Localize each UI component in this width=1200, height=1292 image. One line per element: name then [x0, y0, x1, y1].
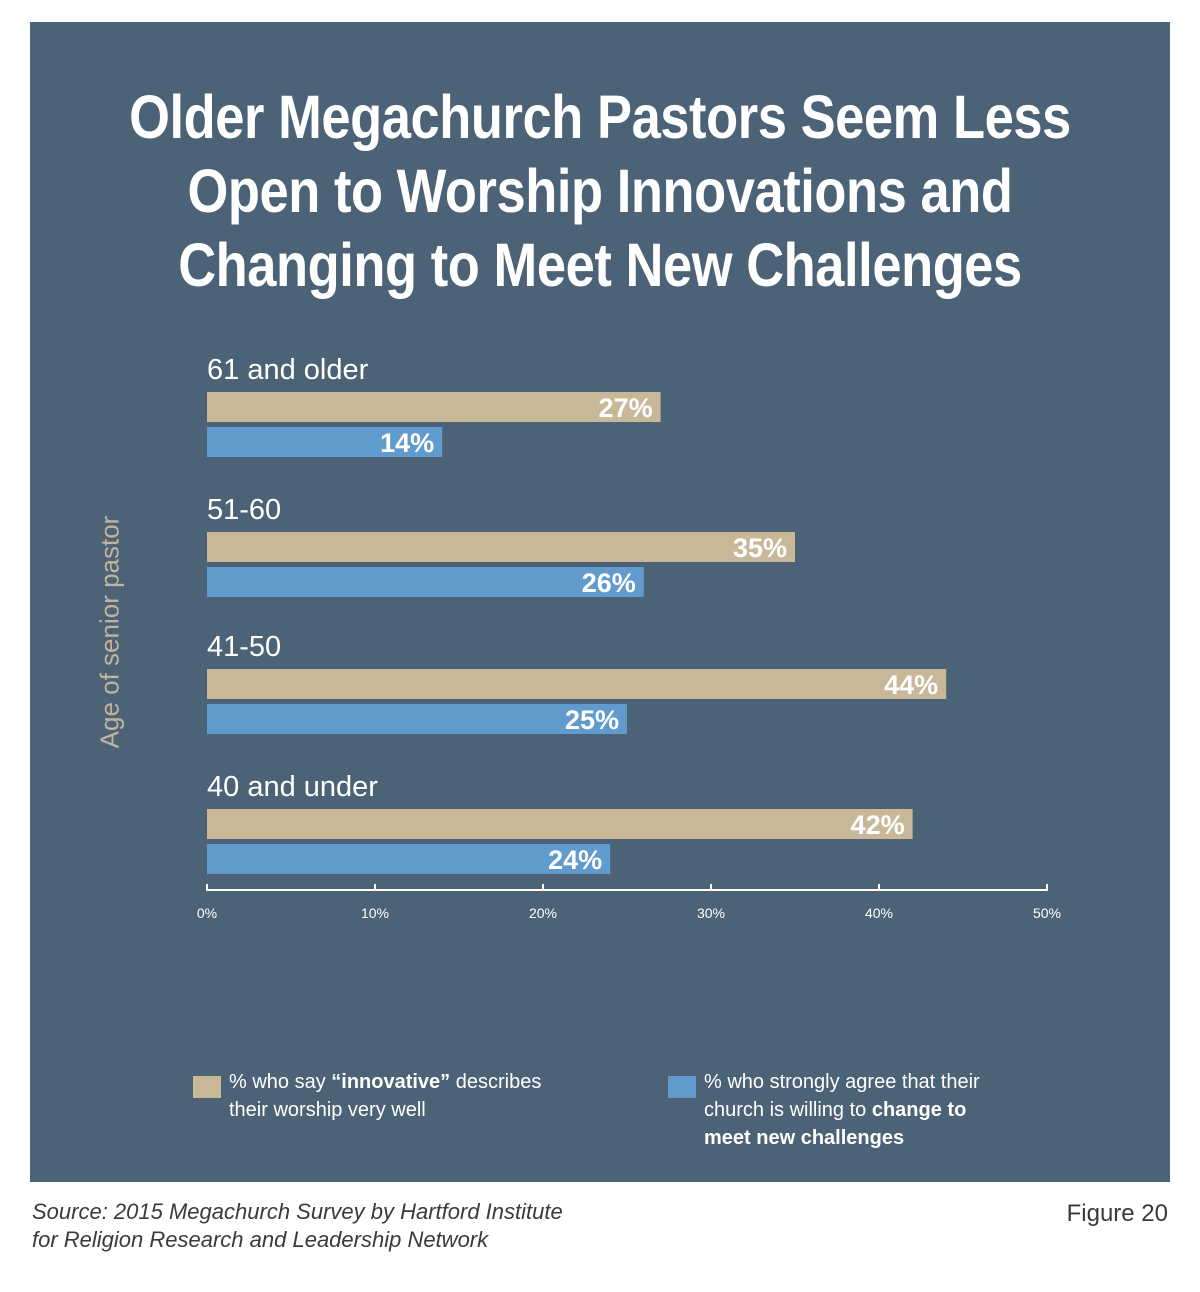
source-line-2: for Religion Research and Leadership Net…	[32, 1227, 489, 1252]
bar-value-label: 24%	[548, 845, 602, 875]
legend-change-text-1: % who strongly agree that their	[704, 1071, 980, 1093]
legend-innovative-bold: “innovative”	[331, 1071, 451, 1093]
bar	[207, 427, 443, 457]
legend-label-change: % who strongly agree that their church i…	[704, 1068, 980, 1152]
bar-value-label: 25%	[565, 705, 619, 735]
x-tick-label: 0%	[197, 905, 217, 921]
bar	[207, 669, 947, 699]
bar-value-label: 35%	[733, 533, 787, 563]
category-label: 61 and older	[207, 354, 369, 386]
source-line-1: Source: 2015 Megachurch Survey by Hartfo…	[32, 1199, 563, 1224]
bar	[207, 567, 644, 597]
legend-innovative-text-2: describes	[450, 1071, 542, 1093]
legend-label-innovative: % who say “innovative” describes their w…	[229, 1068, 541, 1124]
bar-value-label: 27%	[599, 393, 653, 423]
title-line-2: Open to Worship Innovations and	[187, 157, 1013, 225]
title-line-3: Changing to Meet New Challenges	[178, 231, 1022, 299]
bar	[207, 392, 661, 422]
chart-title: Older Megachurch Pastors Seem Less Open …	[110, 80, 1090, 302]
bar-value-label: 26%	[582, 568, 636, 598]
x-tick-label: 50%	[1033, 905, 1061, 921]
category-label: 40 and under	[207, 771, 378, 803]
x-tick-label: 40%	[865, 905, 893, 921]
x-tick-label: 10%	[361, 905, 389, 921]
bar	[207, 809, 913, 839]
legend-innovative-text-1: % who say	[229, 1071, 332, 1093]
bar	[207, 704, 627, 734]
source-note: Source: 2015 Megachurch Survey by Hartfo…	[32, 1198, 563, 1254]
bar	[207, 844, 611, 874]
category-label: 51-60	[207, 494, 281, 526]
bar-value-label: 14%	[380, 428, 434, 458]
bar-value-label: 42%	[851, 810, 905, 840]
legend-swatch-change	[668, 1076, 696, 1098]
legend-change-bold-1: change to	[871, 1099, 967, 1121]
legend-change-bold-2: meet new challenges	[704, 1127, 905, 1149]
bar-value-label: 44%	[884, 670, 938, 700]
title-line-1: Older Megachurch Pastors Seem Less	[129, 83, 1071, 151]
x-tick-label: 30%	[697, 905, 725, 921]
chart-panel: Older Megachurch Pastors Seem Less Open …	[30, 22, 1170, 1182]
x-tick-label: 20%	[529, 905, 557, 921]
bar	[207, 532, 795, 562]
category-label: 41-50	[207, 631, 281, 663]
legend-innovative-text-3: their worship very well	[229, 1099, 426, 1121]
legend-swatch-innovative	[193, 1076, 221, 1098]
figure-label: Figure 20	[1066, 1200, 1168, 1227]
legend-change-text-2: church is willing to	[704, 1099, 872, 1121]
